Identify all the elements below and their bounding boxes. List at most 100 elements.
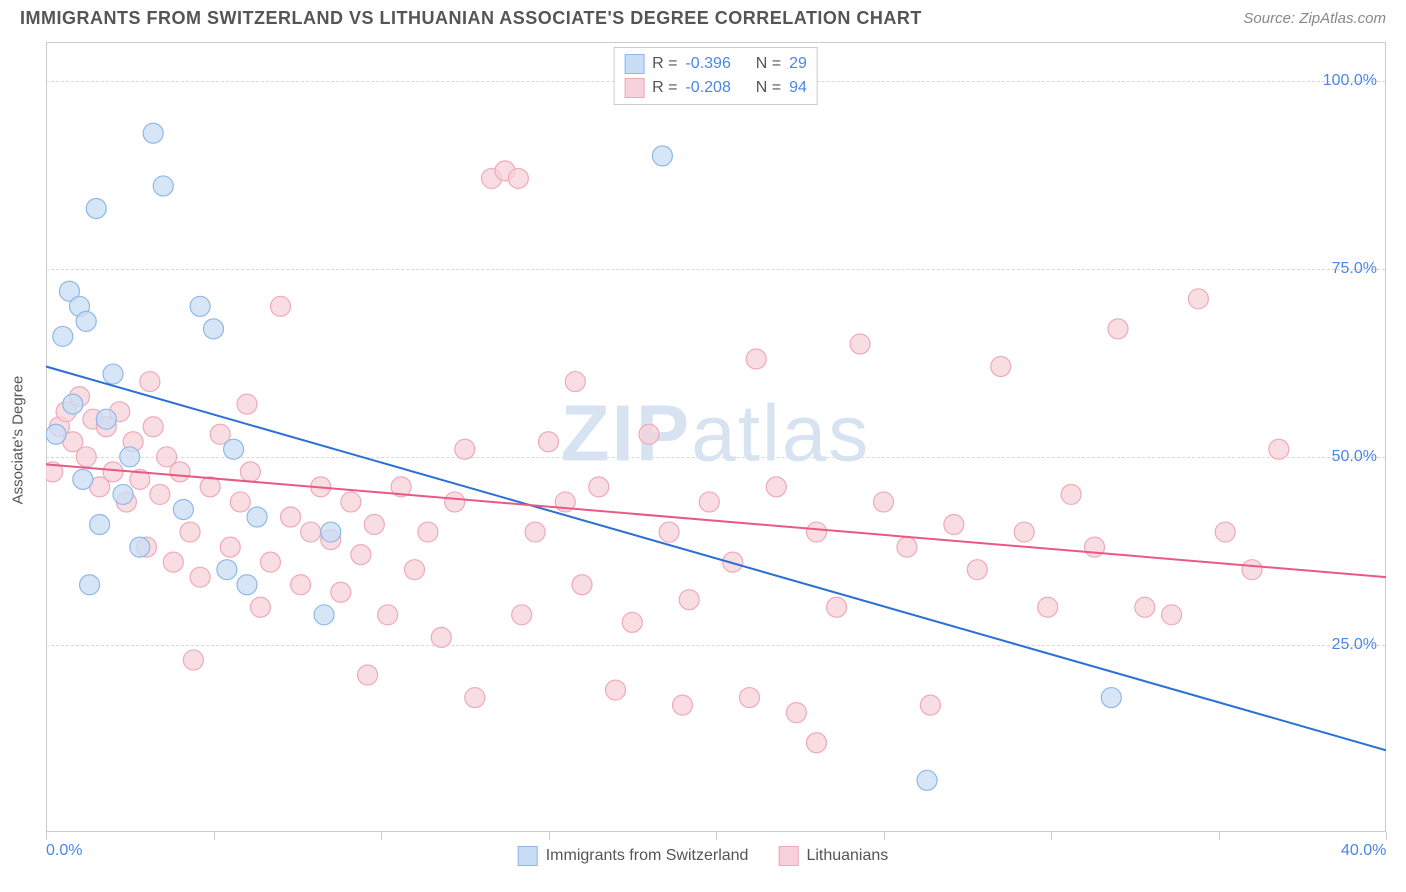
data-point-swiss — [90, 515, 110, 535]
data-point-lith — [431, 627, 451, 647]
data-point-lith — [589, 477, 609, 497]
data-point-lith — [746, 349, 766, 369]
data-point-swiss — [96, 409, 116, 429]
data-point-swiss — [130, 537, 150, 557]
data-point-lith — [445, 492, 465, 512]
data-point-swiss — [237, 575, 257, 595]
data-point-lith — [250, 597, 270, 617]
data-point-lith — [786, 703, 806, 723]
data-point-swiss — [173, 499, 193, 519]
data-point-lith — [1242, 560, 1262, 580]
data-point-lith — [180, 522, 200, 542]
data-point-lith — [766, 477, 786, 497]
r-label-lith: R = — [652, 76, 677, 100]
data-point-lith — [807, 733, 827, 753]
data-point-swiss — [321, 522, 341, 542]
n-value-lith: 94 — [789, 76, 807, 100]
x-tick — [1051, 832, 1052, 840]
data-point-lith — [465, 688, 485, 708]
data-point-lith — [1108, 319, 1128, 339]
trendline-lith — [46, 464, 1386, 577]
data-point-lith — [418, 522, 438, 542]
data-point-lith — [351, 545, 371, 565]
x-tick-label: 40.0% — [1341, 842, 1386, 860]
legend-row-swiss: R = -0.396 N = 29 — [624, 52, 807, 76]
data-point-lith — [606, 680, 626, 700]
legend-item-lith: Lithuanians — [778, 846, 888, 866]
data-point-swiss — [63, 394, 83, 414]
data-point-lith — [358, 665, 378, 685]
x-tick — [716, 832, 717, 840]
data-point-lith — [967, 560, 987, 580]
data-point-lith — [237, 394, 257, 414]
data-point-lith — [991, 357, 1011, 377]
data-point-lith — [341, 492, 361, 512]
data-point-lith — [1269, 439, 1289, 459]
legend-correlation-box: R = -0.396 N = 29 R = -0.208 N = 94 — [613, 47, 818, 105]
data-point-lith — [1135, 597, 1155, 617]
data-point-lith — [455, 439, 475, 459]
legend-label-lith: Lithuanians — [806, 847, 888, 865]
chart-title: IMMIGRANTS FROM SWITZERLAND VS LITHUANIA… — [20, 8, 922, 29]
r-label-swiss: R = — [652, 52, 677, 76]
data-point-lith — [230, 492, 250, 512]
data-point-lith — [673, 695, 693, 715]
data-point-lith — [827, 597, 847, 617]
x-tick — [1219, 832, 1220, 840]
data-point-lith — [1038, 597, 1058, 617]
data-point-lith — [572, 575, 592, 595]
data-point-lith — [143, 417, 163, 437]
x-tick — [1386, 832, 1387, 840]
scatter-svg — [46, 43, 1386, 833]
x-tick — [884, 832, 885, 840]
data-point-lith — [200, 477, 220, 497]
data-point-lith — [539, 432, 559, 452]
data-point-lith — [525, 522, 545, 542]
swatch-swiss — [624, 54, 644, 74]
data-point-lith — [240, 462, 260, 482]
x-tick — [214, 832, 215, 840]
x-tick — [46, 832, 47, 840]
data-point-swiss — [103, 364, 123, 384]
data-point-lith — [331, 582, 351, 602]
data-point-swiss — [204, 319, 224, 339]
r-value-swiss: -0.396 — [685, 52, 730, 76]
data-point-lith — [1188, 289, 1208, 309]
data-point-lith — [850, 334, 870, 354]
legend-label-swiss: Immigrants from Switzerland — [546, 847, 749, 865]
data-point-lith — [874, 492, 894, 512]
legend-item-swiss: Immigrants from Switzerland — [518, 846, 749, 866]
swatch-swiss-bottom — [518, 846, 538, 866]
n-label-swiss: N = — [756, 52, 781, 76]
data-point-lith — [291, 575, 311, 595]
data-point-swiss — [917, 770, 937, 790]
data-point-lith — [679, 590, 699, 610]
y-axis-title: Associate's Degree — [10, 376, 27, 505]
data-point-lith — [76, 447, 96, 467]
n-label-lith: N = — [756, 76, 781, 100]
data-point-lith — [301, 522, 321, 542]
r-value-lith: -0.208 — [685, 76, 730, 100]
data-point-swiss — [1101, 688, 1121, 708]
data-point-lith — [512, 605, 532, 625]
data-point-swiss — [652, 146, 672, 166]
data-point-swiss — [217, 560, 237, 580]
data-point-swiss — [190, 296, 210, 316]
data-point-lith — [897, 537, 917, 557]
data-point-lith — [1061, 484, 1081, 504]
data-point-lith — [190, 567, 210, 587]
data-point-swiss — [153, 176, 173, 196]
source-prefix: Source: — [1243, 10, 1299, 27]
data-point-lith — [699, 492, 719, 512]
data-point-swiss — [76, 311, 96, 331]
x-tick — [381, 832, 382, 840]
data-point-lith — [807, 522, 827, 542]
data-point-swiss — [120, 447, 140, 467]
data-point-lith — [405, 560, 425, 580]
swatch-lith-bottom — [778, 846, 798, 866]
data-point-lith — [508, 168, 528, 188]
data-point-lith — [271, 296, 291, 316]
data-point-lith — [639, 424, 659, 444]
data-point-lith — [150, 484, 170, 504]
data-point-lith — [1215, 522, 1235, 542]
